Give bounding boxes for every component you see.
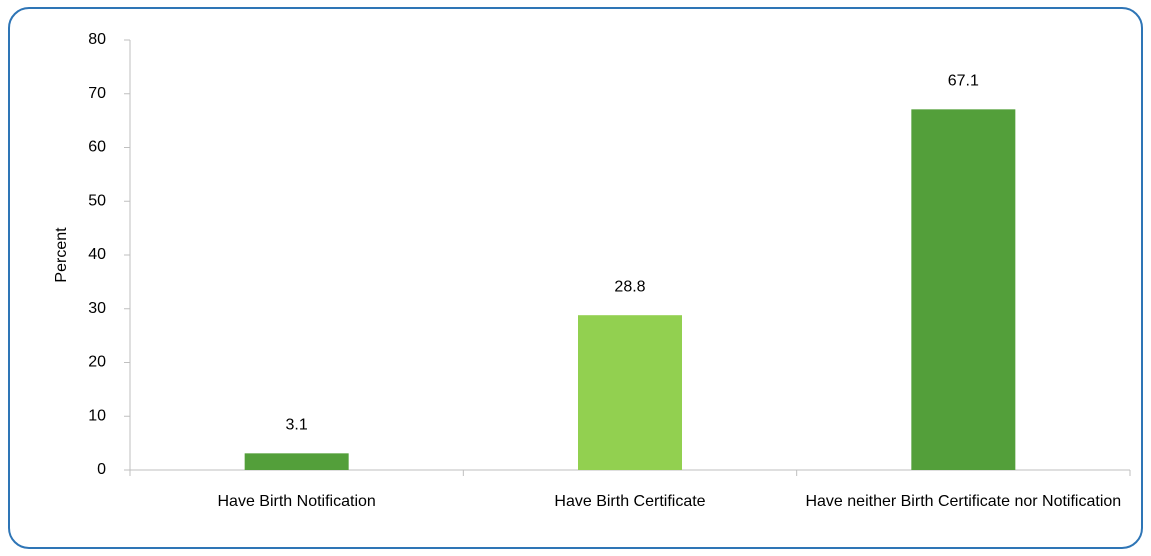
x-tick-label: Have neither Birth Certificate nor Notif…: [805, 493, 1122, 510]
y-tick-label: 40: [88, 246, 106, 263]
y-tick-label: 70: [88, 85, 106, 102]
bar: [244, 453, 349, 470]
y-tick-label: 10: [88, 407, 106, 424]
y-tick-label: 30: [88, 300, 106, 317]
frame: [8, 7, 1143, 549]
x-tick-label: Have Birth Notification: [217, 493, 376, 510]
y-axis-label: Percent: [53, 227, 70, 283]
data-label: 3.1: [286, 417, 308, 434]
data-label: 67.1: [948, 73, 979, 90]
y-tick-label: 50: [88, 192, 106, 209]
data-label: 28.8: [614, 278, 645, 295]
y-tick-label: 60: [88, 139, 106, 156]
y-tick-label: 80: [88, 31, 106, 48]
bar: [578, 315, 682, 470]
x-tick-label: Have Birth Certificate: [554, 493, 706, 510]
y-tick-label: 20: [88, 354, 106, 371]
y-tick-label: 0: [97, 461, 106, 478]
bar: [911, 109, 1016, 471]
